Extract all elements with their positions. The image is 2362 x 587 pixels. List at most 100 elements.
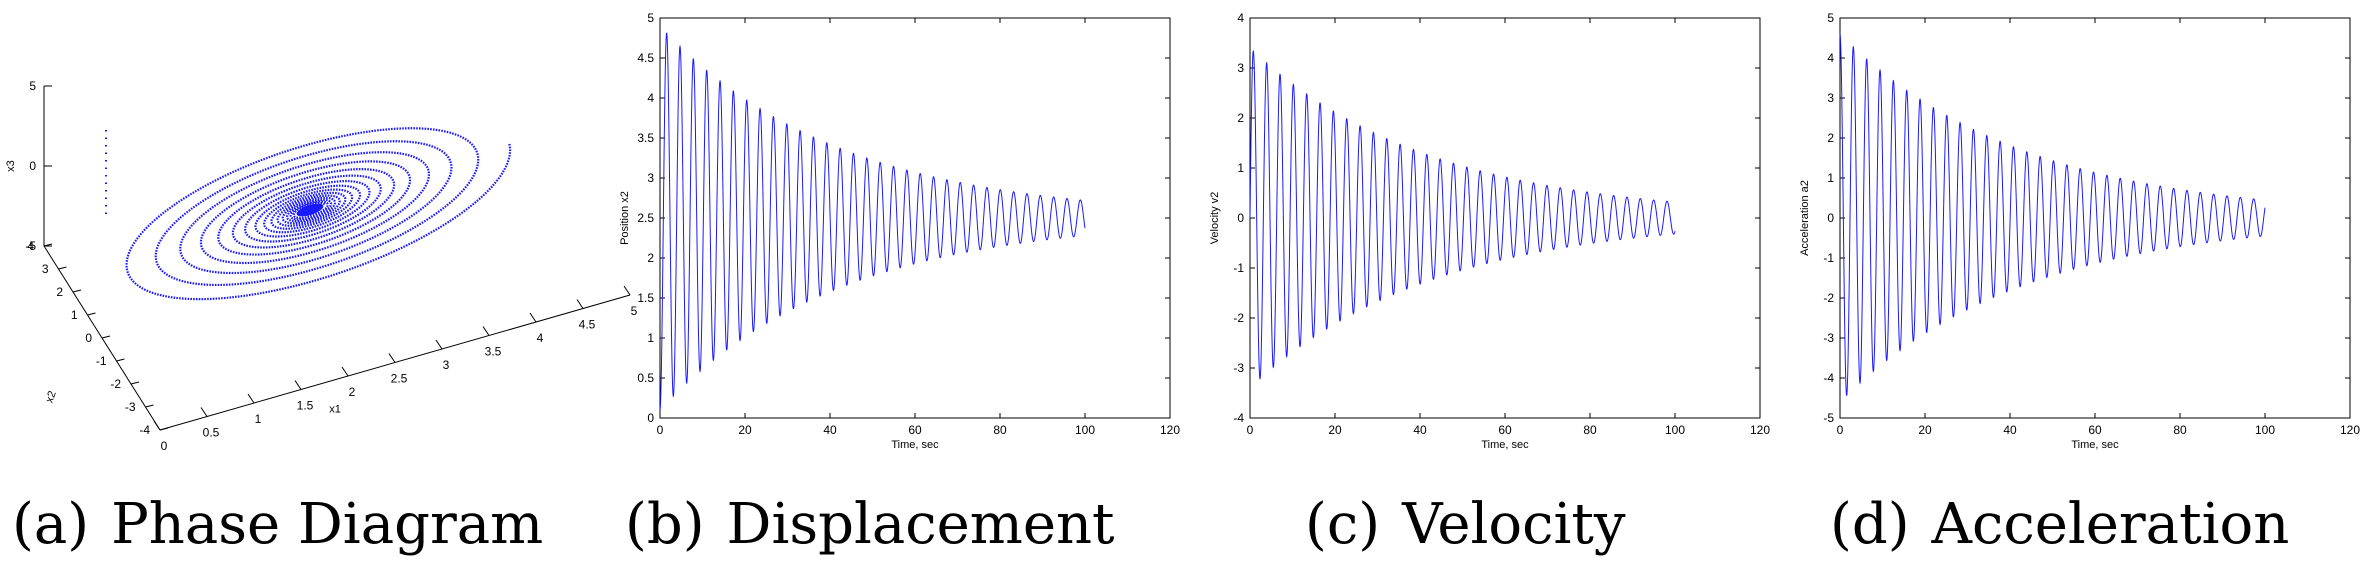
x-tick-label: 20: [738, 423, 752, 437]
x-axis-label: Time, sec: [1481, 439, 1529, 451]
y-tick-label: 1: [1237, 161, 1244, 175]
caption-a-text: Phase Diagram: [111, 492, 544, 557]
y-tick-label: 4: [647, 91, 654, 105]
x-tick-label: 80: [993, 423, 1007, 437]
y-tick-label: 0: [1237, 211, 1244, 225]
caption-c-label: (c): [1305, 492, 1381, 557]
x1-tick-mark: [294, 380, 302, 390]
x-tick-label: 120: [1750, 423, 1770, 437]
caption-a: (a) Phase Diagram: [12, 490, 543, 560]
y-tick-label: 2: [647, 251, 654, 265]
x3-axis-label: x3: [5, 160, 17, 172]
caption-d-label: (d): [1830, 492, 1910, 557]
x1-tick-label: 3: [443, 358, 450, 372]
x-tick-label: 40: [2003, 423, 2017, 437]
y-tick-label: 2: [1827, 131, 1834, 145]
x1-tick-mark: [482, 326, 490, 336]
caption-b: (b) Displacement: [625, 490, 1115, 560]
x2-tick-label: 1: [71, 308, 78, 322]
x2-tick-label: 0: [85, 331, 92, 345]
y-axis-label: Velocity v2: [1209, 192, 1221, 245]
caption-d-text: Acceleration: [1931, 492, 2290, 557]
x1-axis-label: x1: [329, 404, 341, 416]
x1-tick-label: 2.5: [391, 372, 408, 386]
x1-tick-mark: [388, 353, 396, 363]
x-tick-label: 60: [1498, 423, 1512, 437]
x2-tick-mark: [145, 404, 154, 408]
plot-frame: [1839, 17, 2351, 419]
series-line: [659, 32, 1086, 411]
x1-tick-mark: [623, 285, 631, 296]
caption-b-text: Displacement: [726, 492, 1115, 557]
x1-tick-mark: [341, 366, 349, 377]
plot-frame: [1249, 17, 1761, 419]
x-tick-label: 0: [657, 423, 664, 437]
x3-tick-label: -5: [25, 239, 36, 253]
x-tick-label: 80: [2173, 423, 2187, 437]
y-axis-label: Acceleration a2: [1799, 180, 1811, 256]
y-tick-label: -4: [1233, 411, 1244, 425]
y-tick-label: -2: [1823, 291, 1834, 305]
x1-tick-label: 1: [255, 412, 262, 426]
x-tick-label: 40: [823, 423, 837, 437]
x3-tick-label: 5: [29, 79, 36, 93]
y-tick-label: -4: [1823, 371, 1834, 385]
phase-trajectory: [125, 127, 512, 301]
y-tick-label: 4: [1827, 51, 1834, 65]
x-tick-label: 60: [2088, 423, 2102, 437]
x2-tick-label: -3: [125, 400, 136, 414]
x-tick-label: 120: [2340, 423, 2360, 437]
x-axis-label: Time, sec: [891, 439, 939, 451]
y-tick-label: 2.5: [637, 211, 654, 225]
x-axis-label: Time, sec: [2071, 439, 2119, 451]
y-tick-label: -1: [1823, 251, 1834, 265]
velocity-chart: 0 20 40 60 80 100 120 4 3 2 1 0 -1 -2 -3 -4 Time, sec Vel…: [1209, 11, 1770, 451]
x-tick-label: 20: [1918, 423, 1932, 437]
x3-tick-label: 0: [29, 159, 36, 173]
y-tick-label: 4: [1237, 11, 1244, 25]
phase-center-point: [296, 203, 324, 217]
x2-tick-label: 2: [56, 285, 63, 299]
x-tick-label: 120: [1160, 423, 1180, 437]
x1-tick-label: 0: [161, 439, 168, 453]
x2-tick-label: -1: [96, 354, 107, 368]
x2-tick-mark: [101, 335, 111, 339]
x2-tick-label: 3: [42, 262, 49, 276]
y-tick-label: 3: [1237, 61, 1244, 75]
y-tick-label: 5: [647, 11, 654, 25]
x2-tick-mark: [116, 358, 125, 362]
x1-tick-mark: [435, 339, 443, 350]
series-line: [1249, 49, 1676, 380]
y-tick-label: -1: [1233, 261, 1244, 275]
y-tick-label: -3: [1233, 361, 1244, 375]
x-tick-label: 20: [1328, 423, 1342, 437]
velocity-panel: 0 20 40 60 80 100 120 4 3 2 1 0 -1 -2 -3 -4 Time, sec Vel…: [1200, 0, 1770, 480]
y-tick-label: 1: [647, 331, 654, 345]
x1-tick-mark: [529, 312, 537, 323]
x2-tick-mark: [159, 427, 169, 431]
y-tick-label: 3.5: [637, 131, 654, 145]
y-tick-label: 3: [647, 171, 654, 185]
x2-tick-mark: [130, 381, 140, 385]
x2-axis-label: x2: [44, 389, 59, 404]
y-tick-label: 1.5: [637, 291, 654, 305]
y-tick-label: -3: [1823, 331, 1834, 345]
caption-b-label: (b): [625, 492, 705, 557]
caption-c-text: Velocity: [1402, 492, 1626, 557]
x1-tick-label: 3.5: [485, 345, 502, 359]
caption-c: (c) Velocity: [1305, 490, 1626, 560]
phase-diagram-panel: 0 0.5 1 1.5 2 2.5 3 3.5 4 4.5 5 x1 4 3 2 1 0 -1 -2 -3 -4 x2 5 0…: [0, 0, 638, 480]
x1-tick-label: 4: [537, 331, 544, 345]
x1-tick-label: 2: [349, 385, 356, 399]
phase-diagram-chart: 00.511.522.533.544.55x143210-1-2-3-4x250…: [5, 79, 638, 453]
series-line: [1839, 33, 2266, 396]
x2-tick-mark: [87, 312, 96, 316]
caption-a-label: (a): [12, 492, 90, 557]
x-tick-label: 0: [1837, 423, 1844, 437]
x2-tick-label: -2: [110, 377, 121, 391]
y-tick-label: 4.5: [637, 51, 654, 65]
x1-tick-mark: [576, 299, 584, 309]
y-tick-label: 1: [1827, 171, 1834, 185]
x-tick-label: 40: [1413, 423, 1427, 437]
displacement-panel: 0 20 40 60 80 100 120 0 0.5 1 1.5 2 2.5 3 3.5 4 4.5 5 Time…: [610, 0, 1180, 480]
